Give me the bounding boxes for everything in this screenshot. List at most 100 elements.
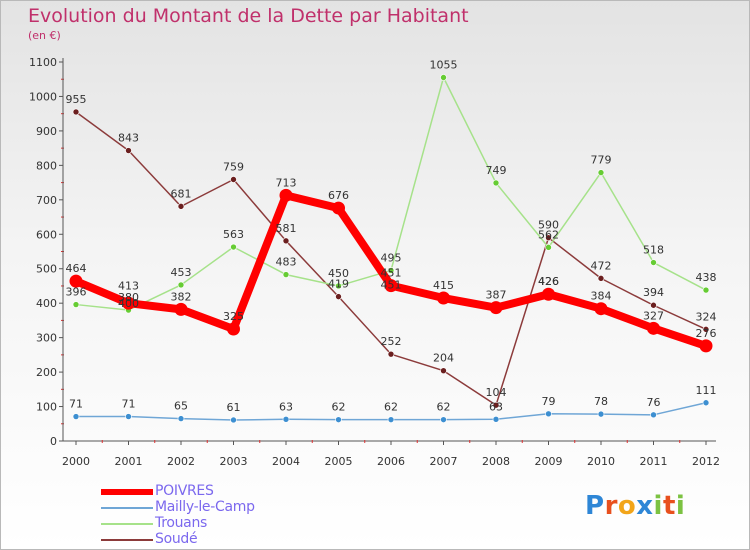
data-label: 483: [276, 256, 297, 269]
logo-letter: o: [617, 491, 637, 521]
data-point: [594, 302, 608, 316]
y-tick-label: 1000: [29, 90, 57, 103]
data-point: [282, 237, 290, 245]
y-tick-label: 1100: [29, 56, 57, 69]
data-point: [125, 147, 132, 154]
data-point: [72, 413, 80, 420]
data-label: 327: [643, 309, 664, 322]
x-tick-label: 2002: [167, 455, 195, 468]
y-tick-label: 700: [36, 194, 57, 207]
data-label: 324: [696, 310, 717, 323]
data-label: 63: [489, 400, 503, 413]
data-label: 472: [591, 259, 612, 272]
legend-swatch: [101, 507, 153, 509]
legend-swatch: [101, 539, 153, 541]
data-label: 955: [66, 93, 87, 106]
data-point: [69, 274, 83, 288]
data-label: 325: [223, 310, 244, 323]
data-point: [650, 411, 657, 419]
legend-swatch: [101, 489, 153, 495]
data-point: [650, 301, 657, 309]
chart-title: Evolution du Montant de la Dette par Hab…: [28, 5, 469, 27]
data-label: 400: [118, 297, 139, 310]
data-point: [177, 203, 185, 210]
data-point: [702, 286, 710, 294]
data-point: [387, 267, 395, 274]
data-point: [72, 301, 80, 308]
data-point: [230, 416, 237, 424]
x-tick-label: 2011: [640, 455, 668, 468]
data-point: [702, 326, 710, 333]
y-tick-label: 500: [36, 263, 57, 276]
legend-label: POIVRES: [155, 483, 214, 499]
logo-letter: r: [604, 491, 618, 521]
data-point: [492, 179, 500, 187]
data-label: 451: [381, 267, 402, 280]
data-label: 387: [486, 289, 507, 302]
x-tick-label: 2012: [692, 455, 720, 468]
data-point: [282, 415, 290, 423]
data-point: [174, 302, 188, 316]
data-label: 518: [643, 244, 664, 257]
data-label: 380: [118, 291, 139, 304]
data-label: 419: [328, 278, 349, 291]
data-label: 78: [594, 395, 608, 408]
data-point: [177, 281, 185, 289]
data-label: 76: [647, 396, 661, 409]
data-label: 590: [538, 219, 559, 232]
data-point: [597, 410, 605, 418]
x-tick-label: 2006: [377, 455, 405, 468]
data-label: 62: [437, 401, 451, 414]
data-point: [489, 301, 503, 315]
data-label: 495: [381, 251, 402, 264]
x-tick-label: 2000: [62, 455, 90, 468]
data-point: [597, 169, 605, 176]
data-point: [387, 416, 395, 423]
y-tick-label: 200: [36, 366, 57, 379]
data-label: 71: [69, 398, 83, 411]
data-label: 63: [279, 400, 293, 413]
data-label: 759: [223, 160, 244, 173]
data-label: 676: [328, 189, 349, 202]
x-tick-label: 2008: [482, 455, 510, 468]
data-label: 61: [227, 401, 241, 414]
x-tick-label: 2004: [272, 455, 300, 468]
data-point: [437, 291, 450, 305]
data-label: 104: [486, 386, 507, 399]
data-label: 252: [381, 335, 402, 348]
data-label: 453: [171, 266, 192, 279]
logo-letter: i: [653, 491, 663, 521]
proxiti-logo: Proxiti: [585, 491, 685, 521]
data-point: [122, 296, 135, 310]
logo-letter: i: [675, 491, 686, 521]
data-label: 438: [696, 271, 717, 284]
data-point: [282, 271, 290, 278]
data-label: 65: [174, 400, 188, 413]
data-label: 396: [66, 286, 87, 299]
data-label: 1055: [430, 59, 458, 72]
data-point: [647, 321, 660, 335]
y-tick-label: 300: [36, 332, 57, 345]
data-point: [384, 279, 398, 293]
data-label: 562: [538, 228, 559, 241]
x-tick-label: 2009: [535, 455, 563, 468]
data-point: [387, 350, 395, 358]
data-point: [335, 282, 342, 290]
data-label: 426: [538, 275, 559, 288]
chart-subtitle: (en €): [28, 29, 61, 42]
data-point: [492, 415, 500, 423]
data-point: [279, 188, 293, 202]
data-point: [542, 287, 555, 301]
data-point: [230, 176, 237, 183]
data-point: [545, 244, 552, 251]
legend-label: Soudé: [155, 531, 198, 547]
data-point: [545, 234, 552, 242]
data-label: 779: [591, 154, 612, 167]
data-label: 71: [122, 398, 136, 411]
x-tick-label: 2005: [325, 455, 353, 468]
data-point: [440, 74, 447, 81]
data-point: [125, 413, 132, 420]
data-point: [545, 410, 552, 418]
data-point: [702, 399, 710, 407]
